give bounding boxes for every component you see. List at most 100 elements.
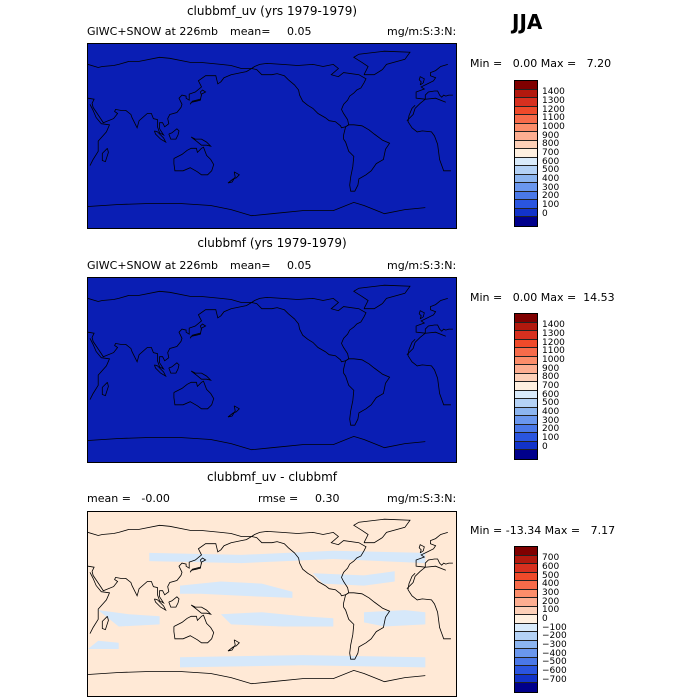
- colorbar-swatch: [515, 572, 537, 582]
- colorbar-swatch: [515, 382, 537, 391]
- diff-negative-region: [180, 581, 293, 598]
- colorbar-label: 500: [542, 570, 560, 581]
- panel3-minmax: Min = -13.34 Max = 7.17: [470, 524, 616, 537]
- coastline: [89, 331, 451, 406]
- coastline: [168, 596, 180, 608]
- colorbar-swatch: [515, 632, 537, 641]
- colorbar-swatch: [515, 98, 537, 107]
- map-background: [88, 512, 456, 696]
- panel1-map-svg: [88, 44, 456, 228]
- panel2-mean-label: mean=: [230, 259, 271, 272]
- colorbar-label: 1000: [542, 122, 565, 133]
- colorbar-swatch: [515, 615, 537, 624]
- colorbar-label: 300: [542, 182, 560, 193]
- colorbar-label: 700: [542, 381, 560, 391]
- colorbar-label: 600: [542, 562, 560, 573]
- coastline: [227, 405, 240, 418]
- colorbar-label: 1100: [542, 346, 565, 357]
- colorbar-label: 400: [542, 173, 560, 184]
- diff-negative-region: [149, 550, 426, 564]
- coastline: [251, 530, 367, 597]
- panel1-map: [87, 43, 457, 229]
- diff-negative-region: [364, 610, 426, 627]
- colorbar-swatch: [515, 89, 537, 99]
- colorbar-swatch: [515, 149, 537, 158]
- coastline: [190, 136, 212, 147]
- colorbar-swatch: [515, 623, 537, 633]
- colorbar-label: −500: [542, 657, 567, 668]
- colorbar-swatch: [515, 581, 537, 590]
- panel1-minmax: Min = 0.00 Max = 7.20: [470, 57, 612, 70]
- colorbar-label: −700: [542, 674, 567, 685]
- colorbar-label: 500: [542, 398, 560, 409]
- map-background: [88, 278, 456, 462]
- colorbar-label: 1400: [542, 320, 565, 331]
- coastline: [154, 598, 167, 612]
- season-label: JJA: [512, 10, 543, 34]
- panel2-minmax: Min = 0.00 Max = 14.53: [470, 291, 615, 304]
- coastline: [418, 310, 425, 320]
- coastline: [154, 130, 167, 144]
- colorbar-swatch: [515, 390, 537, 400]
- colorbar-swatch: [515, 399, 537, 408]
- colorbar-swatch: [515, 115, 537, 124]
- coastline: [89, 97, 451, 172]
- coastline: [189, 89, 207, 105]
- coastline: [154, 364, 167, 378]
- colorbar-swatch: [515, 331, 537, 340]
- colorbar-swatch: [515, 589, 537, 599]
- colorbar-label: 1300: [542, 329, 565, 340]
- coastline: [343, 124, 391, 192]
- colorbar-label: −300: [542, 639, 567, 650]
- colorbar-label: −100: [542, 622, 567, 633]
- panel1-field-label: GIWC+SNOW at 226mb: [87, 25, 219, 38]
- coastline: [343, 592, 391, 660]
- panel3-map-svg: [88, 512, 456, 696]
- colorbar-label: 1200: [542, 104, 565, 115]
- coastline: [101, 382, 109, 397]
- panel3-mean: mean = -0.00: [87, 492, 170, 505]
- panel3-rmse-value: 0.30: [315, 492, 340, 505]
- colorbar-label: 600: [542, 156, 560, 167]
- coastline: [189, 557, 207, 573]
- colorbar-swatch: [515, 339, 537, 349]
- colorbar-label: 700: [542, 148, 560, 158]
- panel3-rmse-label: rmse =: [258, 492, 299, 505]
- colorbar-label: 200: [542, 596, 560, 607]
- coastline: [418, 76, 425, 86]
- coastline: [343, 358, 391, 426]
- colorbar-swatch: [515, 322, 537, 332]
- coastline: [190, 604, 212, 615]
- diff-negative-region: [220, 612, 334, 627]
- coastline: [88, 669, 426, 685]
- coastline: [353, 518, 411, 544]
- colorbar-swatch: [515, 649, 537, 658]
- coastline: [101, 148, 109, 163]
- colorbar-swatch: [515, 217, 537, 226]
- colorbar-swatch: [515, 674, 537, 684]
- colorbar-label: 200: [542, 191, 560, 202]
- panel2-mean-value: 0.05: [287, 259, 312, 272]
- colorbar-swatch: [515, 598, 537, 607]
- colorbar-label: 400: [542, 406, 560, 417]
- panel1-colorbar: [514, 80, 538, 227]
- panel1-mean-label: mean=: [230, 25, 271, 38]
- colorbar-swatch: [515, 547, 537, 556]
- colorbar-swatch: [515, 356, 537, 366]
- colorbar-label: 1100: [542, 113, 565, 124]
- colorbar-swatch: [515, 564, 537, 573]
- panel1-title: clubbmf_uv (yrs 1979-1979): [186, 4, 358, 18]
- coastline: [101, 616, 109, 631]
- panel1-units: mg/m:S:3:N:: [387, 25, 457, 38]
- colorbar-label: 600: [542, 389, 560, 400]
- coastline: [173, 146, 215, 176]
- colorbar-swatch: [515, 424, 537, 434]
- coastline: [353, 50, 411, 76]
- colorbar-label: −600: [542, 665, 567, 676]
- colorbar-swatch: [515, 140, 537, 150]
- colorbar-label: 900: [542, 363, 560, 374]
- colorbar-swatch: [515, 191, 537, 201]
- colorbar-label: 400: [542, 579, 560, 590]
- panel3-map: [87, 511, 457, 697]
- colorbar-label: 300: [542, 588, 560, 599]
